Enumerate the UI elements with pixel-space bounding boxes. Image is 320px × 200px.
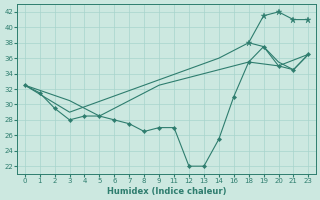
X-axis label: Humidex (Indice chaleur): Humidex (Indice chaleur) [107, 187, 226, 196]
